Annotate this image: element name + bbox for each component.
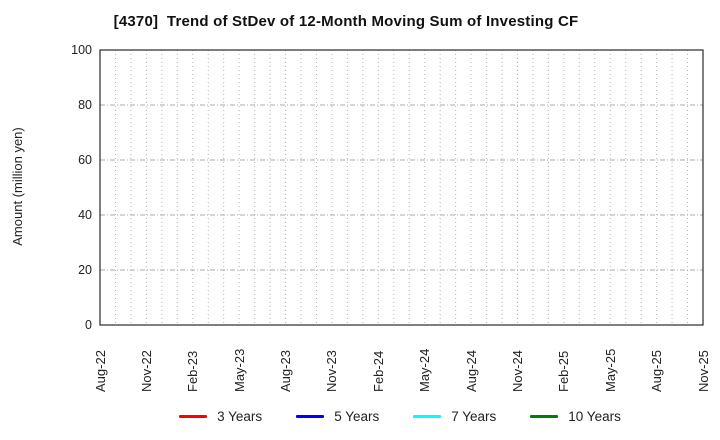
legend-item-7-years: 7 Years bbox=[413, 409, 496, 424]
x-tick-label: Feb-24 bbox=[370, 350, 386, 392]
y-tick-label: 20 bbox=[78, 263, 92, 277]
legend: 3 Years 5 Years 7 Years 10 Years bbox=[90, 407, 710, 425]
x-tick-label: May-25 bbox=[602, 348, 618, 392]
legend-label: 10 Years bbox=[568, 408, 621, 424]
plot-border bbox=[99, 49, 704, 326]
x-tick-label: Aug-22 bbox=[92, 350, 108, 392]
legend-line-swatch bbox=[413, 414, 442, 418]
x-tick-label: Nov-25 bbox=[695, 350, 711, 392]
legend-label: 3 Years bbox=[217, 408, 263, 424]
y-tick-label: 80 bbox=[78, 98, 92, 112]
y-tick-label: 0 bbox=[85, 318, 92, 332]
y-tick-label: 40 bbox=[78, 208, 92, 222]
legend-line-swatch bbox=[296, 414, 325, 418]
legend-line-swatch bbox=[530, 414, 559, 418]
legend-item-3-years: 3 Years bbox=[179, 409, 262, 424]
x-tick-label: Feb-23 bbox=[185, 350, 201, 392]
legend-item-10-years: 10 Years bbox=[530, 409, 621, 424]
chart-title: [4370] Trend of StDev of 12-Month Moving… bbox=[113, 13, 579, 30]
legend-label: 7 Years bbox=[451, 408, 497, 424]
x-tick-label: May-23 bbox=[231, 348, 247, 392]
x-tick-label: Nov-23 bbox=[324, 350, 340, 392]
x-tick-label: Nov-24 bbox=[509, 350, 525, 392]
x-tick-label: Nov-22 bbox=[138, 350, 154, 392]
y-tick-label: 60 bbox=[78, 153, 92, 167]
legend-line-swatch bbox=[179, 414, 208, 418]
x-tick-label: Aug-25 bbox=[649, 350, 665, 392]
x-tick-label: Aug-23 bbox=[278, 350, 294, 392]
x-tick-label: Feb-25 bbox=[556, 350, 572, 392]
legend-label: 5 Years bbox=[334, 408, 380, 424]
x-tick-label: Aug-24 bbox=[463, 350, 479, 392]
legend-item-5-years: 5 Years bbox=[296, 409, 379, 424]
y-tick-label: 100 bbox=[71, 43, 92, 57]
x-tick-label: May-24 bbox=[417, 348, 433, 392]
